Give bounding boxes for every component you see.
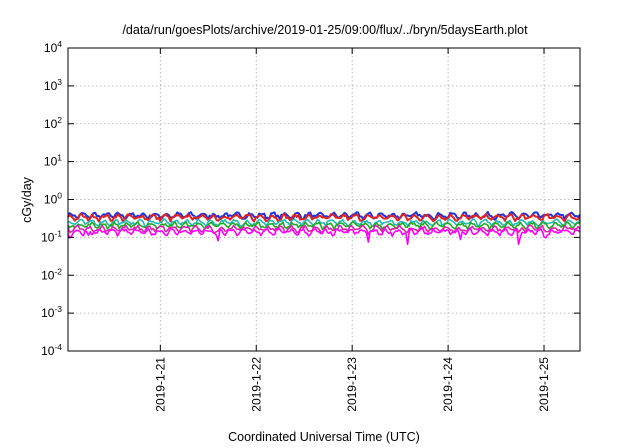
series-line (67, 218, 581, 228)
x-tick-label: 2019-1-21 (153, 357, 167, 412)
grid (68, 48, 580, 351)
y-tick-label: 10-1 (41, 228, 62, 244)
y-tick-label: 103 (44, 77, 62, 93)
y-tick-label: 10-2 (41, 266, 62, 282)
y-tick-label: 10-3 (41, 304, 62, 320)
series-line (67, 212, 581, 223)
x-tick-label: 2019-1-25 (537, 357, 551, 412)
axes: 104 103 102 101 100 10-1 10-2 10-3 10-4 2019-1-21… (41, 39, 580, 412)
chart-title: /data/run/goesPlots/archive/2019-01-25/0… (122, 23, 528, 37)
series-line (67, 227, 581, 246)
y-tick-label: 104 (44, 39, 62, 55)
y-axis-label: cGy/day (20, 176, 34, 223)
x-tick-label: 2019-1-23 (345, 357, 359, 412)
x-tick-label: 2019-1-24 (441, 357, 455, 412)
y-tick-label: 102 (44, 115, 62, 131)
x-axis-label: Coordinated Universal Time (UTC) (228, 430, 420, 444)
x-tick-label: 2019-1-22 (249, 357, 263, 412)
y-tick-label: 100 (44, 191, 62, 207)
y-tick-label: 101 (44, 153, 62, 169)
series-line (67, 220, 581, 231)
y-tick-label: 10-4 (41, 342, 62, 358)
series-layer (67, 210, 581, 246)
